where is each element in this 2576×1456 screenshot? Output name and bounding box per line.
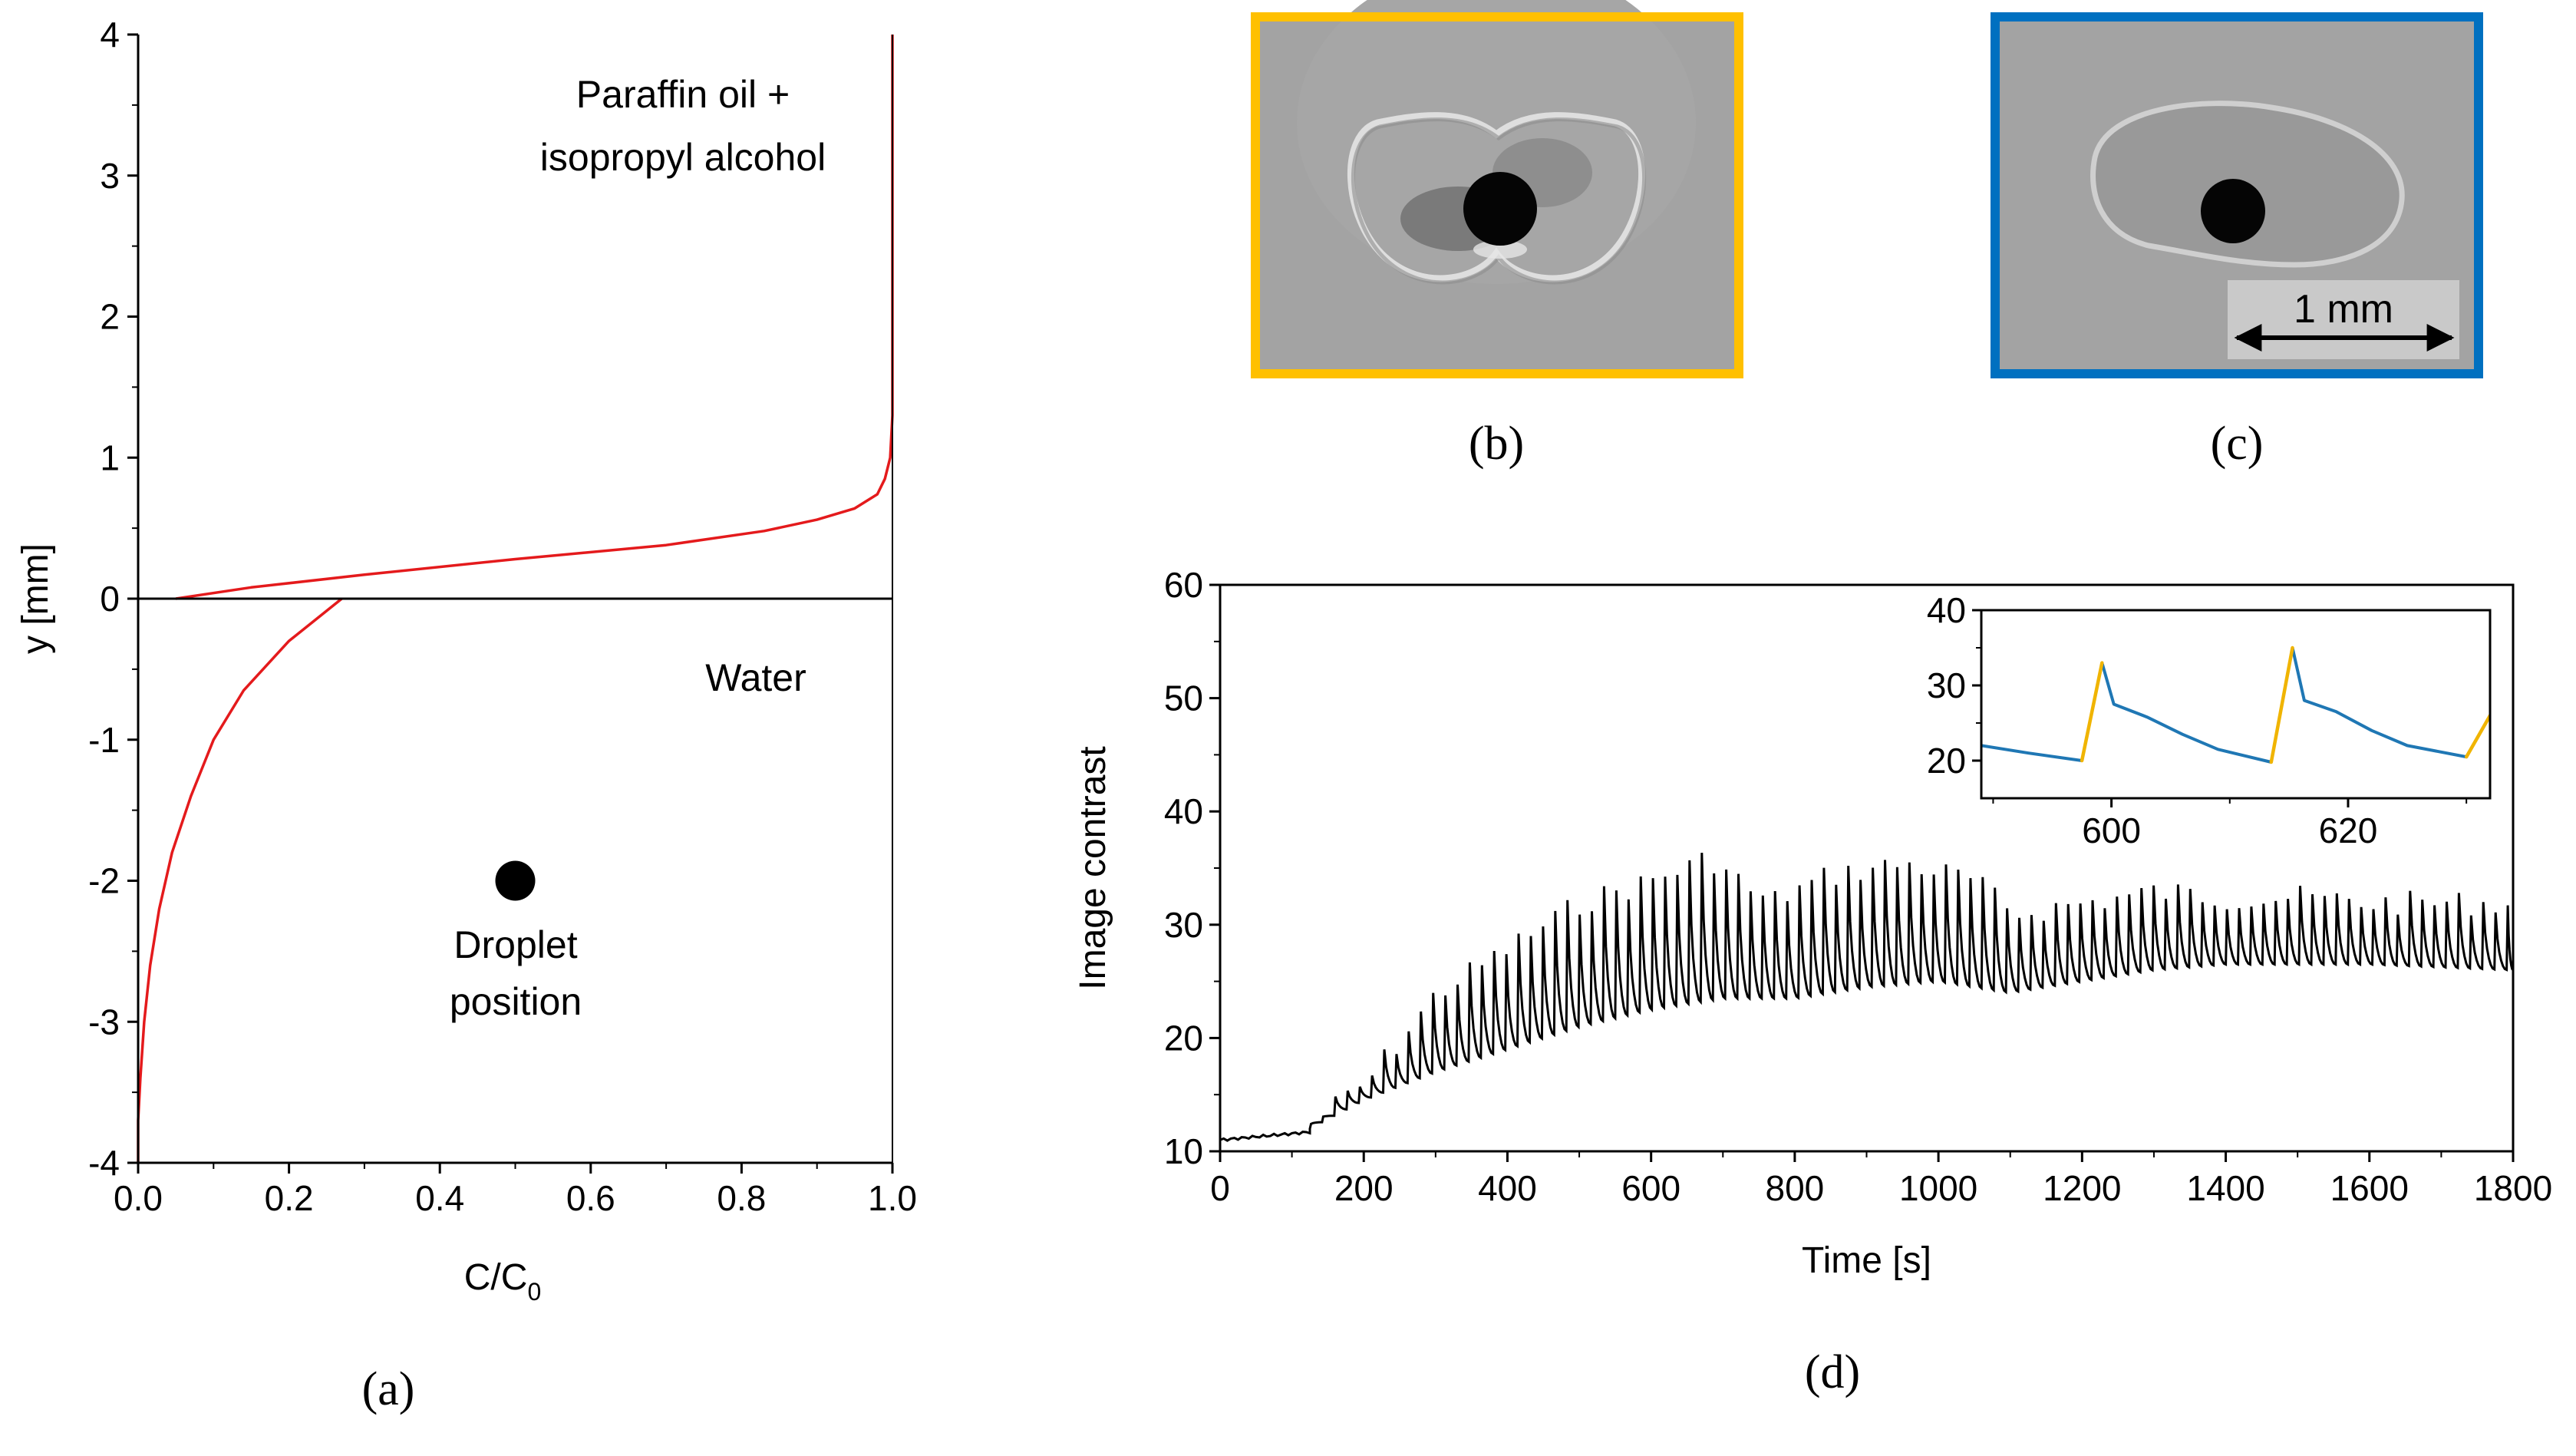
x-axis-label-main: C/C: [464, 1257, 528, 1298]
contrast-time-series: [1219, 853, 2515, 1142]
concentration-curve-lower: [137, 597, 343, 1163]
frame-c: [1991, 12, 2483, 378]
panel-label-c: (c): [2211, 418, 2264, 470]
scalebar-label: 1 mm: [2294, 287, 2393, 332]
droplet-marker: [495, 860, 536, 901]
x-tick-label-d: 200: [1334, 1168, 1394, 1208]
concentration-curves: [137, 35, 894, 1163]
y-tick-label-a: 1: [100, 437, 120, 477]
x-tick-label-a: 1.0: [868, 1178, 917, 1218]
y-tick-label-a: 3: [100, 156, 120, 196]
inset-rise-segment: [2464, 713, 2490, 759]
y-tick-label-a: 2: [100, 297, 120, 337]
panel-b-micrograph: (b): [1251, 0, 1743, 470]
x-tick-label-d: 1400: [2186, 1168, 2264, 1208]
inset-background: [1920, 603, 2490, 852]
x-tick-label-d: 400: [1478, 1168, 1537, 1208]
inset-axes: [1980, 609, 2492, 800]
vortex-ring-c: [2090, 101, 2405, 268]
y-tick-label-d: 10: [1164, 1131, 1203, 1171]
y-tick-label-a: -3: [88, 1002, 120, 1042]
x-tick-label-a: 0.2: [265, 1178, 314, 1218]
inset-y-tick-label: 20: [1927, 741, 1966, 781]
concentration-curve-upper: [175, 35, 894, 600]
y-tick-label-d: 20: [1164, 1018, 1203, 1058]
inset-rise-segment: [2080, 661, 2104, 763]
droplet-c: [2201, 179, 2265, 243]
ticks-a: 0.0 0.2 0.4 0.6 0.8 1.0 -4 -3 -2 -1 0 1 2 3 4: [88, 15, 917, 1218]
x-axis-label-a: C/C0: [464, 1257, 541, 1306]
y-tick-label-a: -4: [88, 1143, 120, 1183]
x-tick-label-a: 0.8: [717, 1178, 766, 1218]
water-phase-label: Water: [705, 656, 806, 699]
y-tick-label-a: 0: [100, 579, 120, 619]
panel-d-chart: 0 200 400 600 800 1000 1200 1400 1600 1800 10 20 30 4…: [1073, 565, 2552, 1398]
droplet-label-line1: Droplet: [454, 923, 577, 966]
y-tick-label-d: 40: [1164, 791, 1203, 831]
x-tick-label-a: 0.4: [415, 1178, 464, 1218]
x-tick-label-d: 1600: [2330, 1168, 2409, 1208]
y-tick-label-d: 60: [1164, 565, 1203, 605]
inset-decay-segment: [2291, 647, 2467, 759]
panel-label-b: (b): [1469, 418, 1524, 470]
frame-b: [1251, 12, 1743, 378]
y-tick-label-d: 30: [1164, 905, 1203, 945]
y-axis-label-a: y [mm]: [15, 543, 56, 654]
inset-x-tick-label: 600: [2082, 811, 2141, 850]
oil-phase-label-line2: isopropyl alcohol: [540, 136, 826, 179]
inset-ticks: 600 620 20 30 40: [1927, 590, 2468, 850]
micrograph-b-haze: [1297, 0, 1696, 284]
x-tick-label-d: 1200: [2043, 1168, 2121, 1208]
inset-x-tick-label: 620: [2319, 811, 2378, 850]
x-tick-label-a: 0.0: [114, 1178, 163, 1218]
x-tick-label-d: 0: [1210, 1168, 1230, 1208]
x-tick-label-a: 0.6: [566, 1178, 615, 1218]
x-tick-label-d: 1800: [2474, 1168, 2552, 1208]
panel-label-d: (d): [1805, 1346, 1860, 1398]
y-tick-label-a: -2: [88, 861, 120, 901]
x-tick-label-d: 800: [1766, 1168, 1825, 1208]
panel-label-a: (a): [362, 1363, 415, 1415]
inset-decay-segment: [2100, 662, 2272, 764]
y-axis-label-d: Image contrast: [1073, 746, 1113, 989]
y-tick-label-a: -1: [88, 720, 120, 760]
panel-c-micrograph: 1 mm (c): [1991, 12, 2483, 470]
inset-y-tick-label: 40: [1927, 590, 1966, 630]
y-tick-label-d: 50: [1164, 678, 1203, 718]
x-axis-label-subscript: 0: [527, 1278, 541, 1306]
inset-y-tick-label: 30: [1927, 665, 1966, 705]
highlight-b: [1473, 240, 1527, 259]
inset-decay-segment: [1981, 744, 2083, 762]
inset-rise-segment: [2269, 645, 2294, 764]
panel-a-chart: 0.0 0.2 0.4 0.6 0.8 1.0 -4 -3 -2 -1 0 1 2 3 4 Paraffin…: [15, 15, 917, 1415]
ticks-d: 0 200 400 600 800 1000 1200 1400 1600 1800 10 20 30 4…: [1164, 565, 2552, 1208]
x-tick-label-d: 1000: [1899, 1168, 1977, 1208]
inset-chart: 600 620 20 30 40: [1920, 590, 2492, 852]
x-tick-label-d: 600: [1621, 1168, 1681, 1208]
droplet-b: [1463, 172, 1537, 246]
droplet-label-line2: position: [450, 980, 582, 1023]
inset-frame: [1980, 609, 2492, 800]
oil-phase-label-line1: Paraffin oil +: [576, 73, 790, 116]
inset-lines: [1981, 645, 2490, 764]
y-tick-label-a: 4: [100, 15, 120, 54]
x-axis-label-d: Time [s]: [1802, 1240, 1931, 1281]
